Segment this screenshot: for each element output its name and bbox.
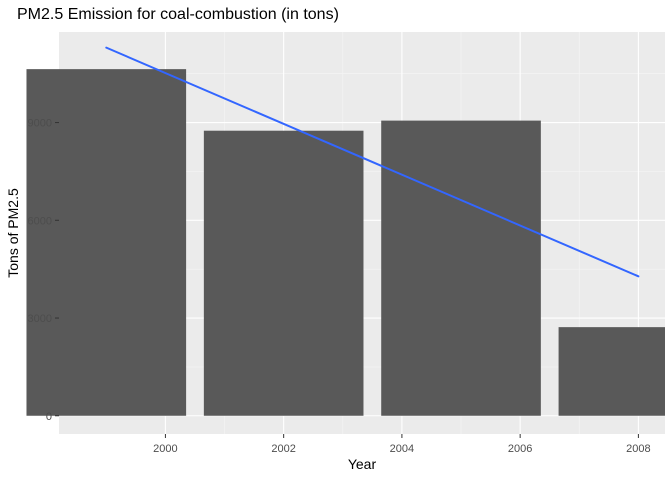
bar-1999: [26, 69, 187, 416]
bar-2002: [203, 130, 364, 416]
trend-line: [105, 46, 640, 278]
x-tick-label: 2004: [390, 443, 414, 455]
y-tick-label: 6000: [28, 215, 52, 227]
x-tick-label: 2006: [508, 443, 532, 455]
x-axis: 2000 2002 2004 2006 2008: [153, 434, 651, 455]
y-tick-label: 0: [46, 411, 52, 423]
y-tick-label: 3000: [28, 313, 52, 325]
bar-2008: [558, 327, 665, 416]
chart-title: PM2.5 Emission for coal-combustion (in t…: [17, 6, 339, 23]
y-tick-label: 9000: [28, 118, 52, 130]
bar-2005: [381, 120, 541, 416]
trend-line-group: [105, 46, 640, 278]
x-tick-label: 2008: [626, 443, 650, 455]
bars: [26, 69, 665, 416]
y-axis-label: Tons of PM2.5: [5, 188, 21, 278]
x-tick-label: 2000: [153, 443, 177, 455]
x-tick-label: 2002: [271, 443, 295, 455]
y-axis: 0 3000 6000 9000: [28, 118, 59, 423]
x-axis-label: Year: [348, 456, 377, 472]
